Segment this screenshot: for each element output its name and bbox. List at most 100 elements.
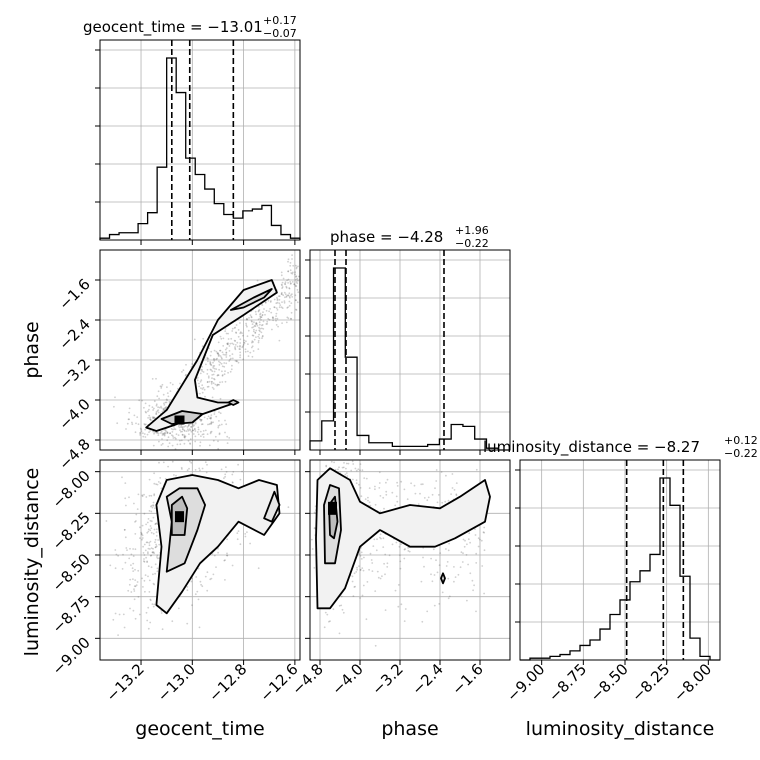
scatter-point [337, 468, 339, 471]
scatter-point [325, 465, 328, 468]
scatter-point [256, 324, 259, 327]
scatter-point [381, 575, 383, 578]
scatter-point [156, 483, 159, 486]
scatter-point [227, 371, 230, 374]
scatter-point [483, 531, 485, 534]
scatter-point [447, 549, 450, 552]
scatter-point [281, 284, 283, 287]
scatter-point [198, 385, 201, 388]
scatter-point [137, 493, 140, 496]
scatter-point [201, 370, 204, 372]
scatter-point [350, 469, 353, 472]
scatter-point [250, 320, 253, 322]
scatter-point [438, 603, 441, 605]
scatter-point [204, 395, 206, 398]
scatter-point [288, 304, 291, 307]
scatter-point [236, 538, 239, 541]
scatter-point [257, 310, 260, 313]
scatter-point [295, 309, 298, 311]
scatter-point [219, 335, 222, 338]
scatter-point [139, 434, 142, 436]
scatter-point [222, 337, 225, 340]
scatter-point [284, 293, 287, 296]
scatter-point [253, 321, 255, 324]
scatter-point [272, 317, 274, 320]
scatter-point [217, 341, 220, 344]
scatter-point [208, 444, 211, 447]
scatter-point [220, 356, 223, 359]
scatter-point [395, 495, 398, 498]
scatter-point [167, 465, 170, 468]
y-tick-label-luminosity-distance: −8.50 [49, 550, 94, 595]
scatter-point [134, 579, 137, 581]
scatter-point [285, 285, 288, 288]
scatter-point [133, 598, 136, 601]
scatter-point [200, 379, 203, 382]
scatter-point [179, 382, 181, 385]
scatter-point [221, 370, 223, 373]
scatter-point [185, 363, 187, 366]
scatter-point [257, 567, 260, 570]
scatter-point [155, 531, 158, 533]
scatter-point [226, 342, 229, 345]
scatter-point [191, 423, 194, 426]
scatter-point [203, 416, 206, 419]
scatter-point [239, 331, 242, 334]
scatter-point [445, 474, 447, 477]
scatter-point [183, 435, 186, 438]
scatter-point [148, 404, 151, 407]
scatter-point [149, 418, 152, 420]
scatter-point [140, 533, 143, 535]
scatter-point [201, 345, 204, 348]
scatter-point [218, 383, 221, 386]
scatter-point [147, 518, 150, 520]
scatter-point [162, 407, 165, 410]
scatter-point [112, 618, 115, 621]
scatter-point [397, 605, 400, 608]
scatter-point [184, 374, 187, 377]
scatter-point [223, 373, 226, 376]
scatter-point [275, 319, 277, 322]
scatter-point [297, 275, 300, 278]
scatter-point [295, 275, 298, 278]
scatter-point [341, 608, 344, 611]
scatter-point [210, 414, 213, 416]
scatter-point [368, 487, 371, 489]
scatter-point [236, 345, 239, 348]
scatter-point [287, 270, 290, 273]
scatter-point [247, 343, 249, 345]
scatter-point [386, 566, 389, 568]
scatter-point [291, 271, 294, 274]
scatter-point [355, 482, 358, 485]
scatter-point [210, 350, 213, 353]
scatter-point [196, 590, 199, 593]
scatter-point [148, 579, 151, 582]
scatter-point [231, 342, 234, 345]
scatter-point [164, 477, 167, 480]
scatter-point [362, 584, 365, 587]
scatter-point [146, 561, 149, 563]
scatter-point [227, 338, 230, 340]
scatter-point [365, 618, 368, 621]
scatter-point [189, 429, 192, 432]
scatter-point [362, 569, 365, 572]
scatter-point [156, 570, 159, 573]
scatter-point [258, 309, 261, 311]
scatter-point [192, 429, 195, 432]
scatter-point [205, 471, 208, 474]
scatter-point [359, 568, 362, 571]
scatter-point [359, 487, 362, 489]
scatter-point [242, 334, 244, 337]
scatter-point [131, 423, 134, 426]
scatter-point [421, 620, 424, 623]
scatter-point [183, 434, 186, 437]
scatter-point [179, 439, 181, 442]
scatter-point [191, 604, 193, 607]
scatter-point [164, 407, 167, 410]
scatter-point [228, 345, 231, 347]
scatter-point [134, 617, 137, 620]
scatter-point [201, 467, 204, 470]
scatter-point [447, 499, 450, 502]
scatter-point [287, 506, 290, 509]
scatter-point [294, 284, 297, 287]
